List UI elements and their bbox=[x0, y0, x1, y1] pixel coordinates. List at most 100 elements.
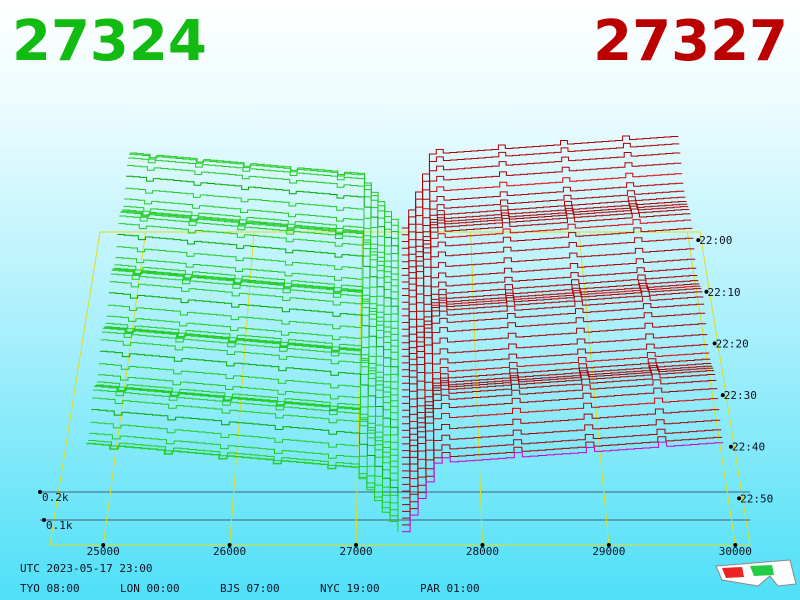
ask-depth-line bbox=[402, 387, 718, 492]
ask-depth-line bbox=[401, 285, 701, 377]
utc-time: UTC 2023-05-17 23:00 bbox=[20, 562, 152, 575]
ask-depth-line bbox=[401, 247, 695, 337]
depth-marker bbox=[38, 490, 42, 494]
bid-depth-line bbox=[89, 432, 399, 512]
time-marker bbox=[728, 444, 733, 449]
bid-depth-line bbox=[127, 165, 399, 249]
bid-depth-line bbox=[92, 397, 399, 492]
bid-depth-line bbox=[94, 385, 399, 478]
bid-depth-line bbox=[119, 215, 399, 303]
bid-depth-line bbox=[126, 175, 399, 255]
clock-label: LON 00:00 bbox=[120, 582, 180, 595]
ask-depth-line bbox=[402, 290, 703, 391]
price-grid-line bbox=[229, 231, 255, 546]
glasses-icon bbox=[715, 559, 797, 587]
price-tick-label: 27000 bbox=[339, 545, 372, 558]
ask-depth-line bbox=[401, 237, 694, 330]
time-label: 22:20 bbox=[716, 337, 749, 350]
price-grid-line bbox=[355, 231, 363, 546]
bid-depth-line bbox=[108, 292, 399, 377]
price-marker bbox=[606, 543, 611, 547]
depth-marker bbox=[42, 518, 46, 522]
ask-depth-line bbox=[402, 343, 709, 431]
ask-depth-line bbox=[401, 152, 681, 242]
bid-depth-line bbox=[125, 187, 399, 262]
depth-label: 0.1k bbox=[46, 519, 73, 532]
bid-depth-line bbox=[95, 385, 399, 471]
bid-depth-line bbox=[110, 273, 399, 363]
ask-depth-line bbox=[401, 172, 683, 256]
bid-depth-line bbox=[118, 223, 399, 309]
bid-depth-line bbox=[105, 322, 399, 397]
price-tick-label: 30000 bbox=[719, 545, 752, 558]
ask-depth-line bbox=[402, 428, 722, 519]
bid-depth-line bbox=[122, 209, 399, 282]
bid-depth-line bbox=[121, 210, 399, 289]
depth-label: 0.2k bbox=[42, 491, 69, 504]
clock-label: TYO 08:00 bbox=[20, 582, 80, 595]
bid-price: 27324 bbox=[12, 9, 207, 74]
ask-depth-line bbox=[401, 274, 698, 357]
ask-depth-line bbox=[402, 312, 706, 411]
ask-depth-line bbox=[401, 279, 699, 364]
ask-depth-line bbox=[401, 287, 702, 384]
ask-depth-line bbox=[402, 369, 715, 472]
clock-label: NYC 19:00 bbox=[320, 582, 380, 595]
ask-depth-line bbox=[402, 419, 721, 512]
bid-depth-line bbox=[130, 152, 399, 228]
bid-depth-line bbox=[101, 331, 399, 424]
bid-depth-line bbox=[114, 264, 399, 336]
bid-depth-line bbox=[98, 374, 399, 451]
ask-depth-line bbox=[402, 379, 717, 485]
ask-depth-line bbox=[401, 219, 692, 317]
ask-depth-line bbox=[401, 142, 680, 236]
price-marker bbox=[480, 543, 485, 547]
floor-outline bbox=[49, 231, 751, 546]
price-marker bbox=[733, 543, 738, 547]
bid-depth-line bbox=[120, 211, 399, 296]
ask-depth-line bbox=[402, 408, 720, 506]
ask-depth-line bbox=[402, 333, 708, 425]
bid-depth-line bbox=[90, 421, 399, 505]
depth-lines bbox=[86, 135, 724, 533]
ask-depth-line bbox=[401, 212, 691, 310]
ask-depth-line bbox=[401, 200, 687, 283]
bid-depth-line bbox=[99, 363, 399, 444]
ask-depth-line bbox=[402, 352, 710, 438]
bid-depth-line bbox=[100, 339, 399, 431]
bid-depth-line bbox=[88, 440, 399, 519]
ask-depth-line bbox=[402, 362, 712, 452]
ask-depth-line bbox=[401, 208, 690, 303]
bid-depth-line bbox=[87, 442, 399, 525]
ask-depth-line bbox=[402, 303, 705, 404]
ask-price: 27327 bbox=[593, 9, 788, 74]
ask-depth-line bbox=[402, 441, 724, 533]
ask-depth-line bbox=[402, 322, 707, 418]
bid-depth-line bbox=[115, 257, 399, 330]
bid-depth-line bbox=[86, 443, 399, 532]
clock-label: BJS 07:00 bbox=[220, 582, 280, 595]
ask-depth-line bbox=[401, 205, 689, 296]
price-tick-label: 26000 bbox=[213, 545, 246, 558]
bid-depth-line bbox=[107, 304, 399, 384]
ask-depth-line bbox=[401, 190, 685, 269]
time-marker bbox=[720, 393, 725, 398]
ask-depth-line bbox=[401, 258, 696, 344]
bid-depth-line bbox=[91, 409, 399, 498]
bid-depth-line bbox=[129, 153, 399, 235]
ask-depth-line bbox=[402, 373, 716, 479]
ask-depth-line bbox=[402, 397, 719, 499]
ask-depth-line bbox=[402, 365, 713, 458]
time-label: 22:40 bbox=[732, 441, 765, 454]
bid-depth-line bbox=[109, 281, 399, 370]
ask-depth-line bbox=[401, 196, 686, 276]
ask-depth-line bbox=[401, 135, 679, 229]
bid-depth-line bbox=[124, 198, 399, 269]
price-marker bbox=[227, 543, 232, 547]
axis-labels: 0.2k 0.1k 25000 26000 27000 28000 29000 30000 22… bbox=[38, 234, 773, 558]
time-label: 22:00 bbox=[699, 234, 732, 247]
ask-depth-line bbox=[401, 267, 697, 350]
bid-depth-line bbox=[93, 389, 399, 485]
price-marker bbox=[101, 543, 106, 547]
